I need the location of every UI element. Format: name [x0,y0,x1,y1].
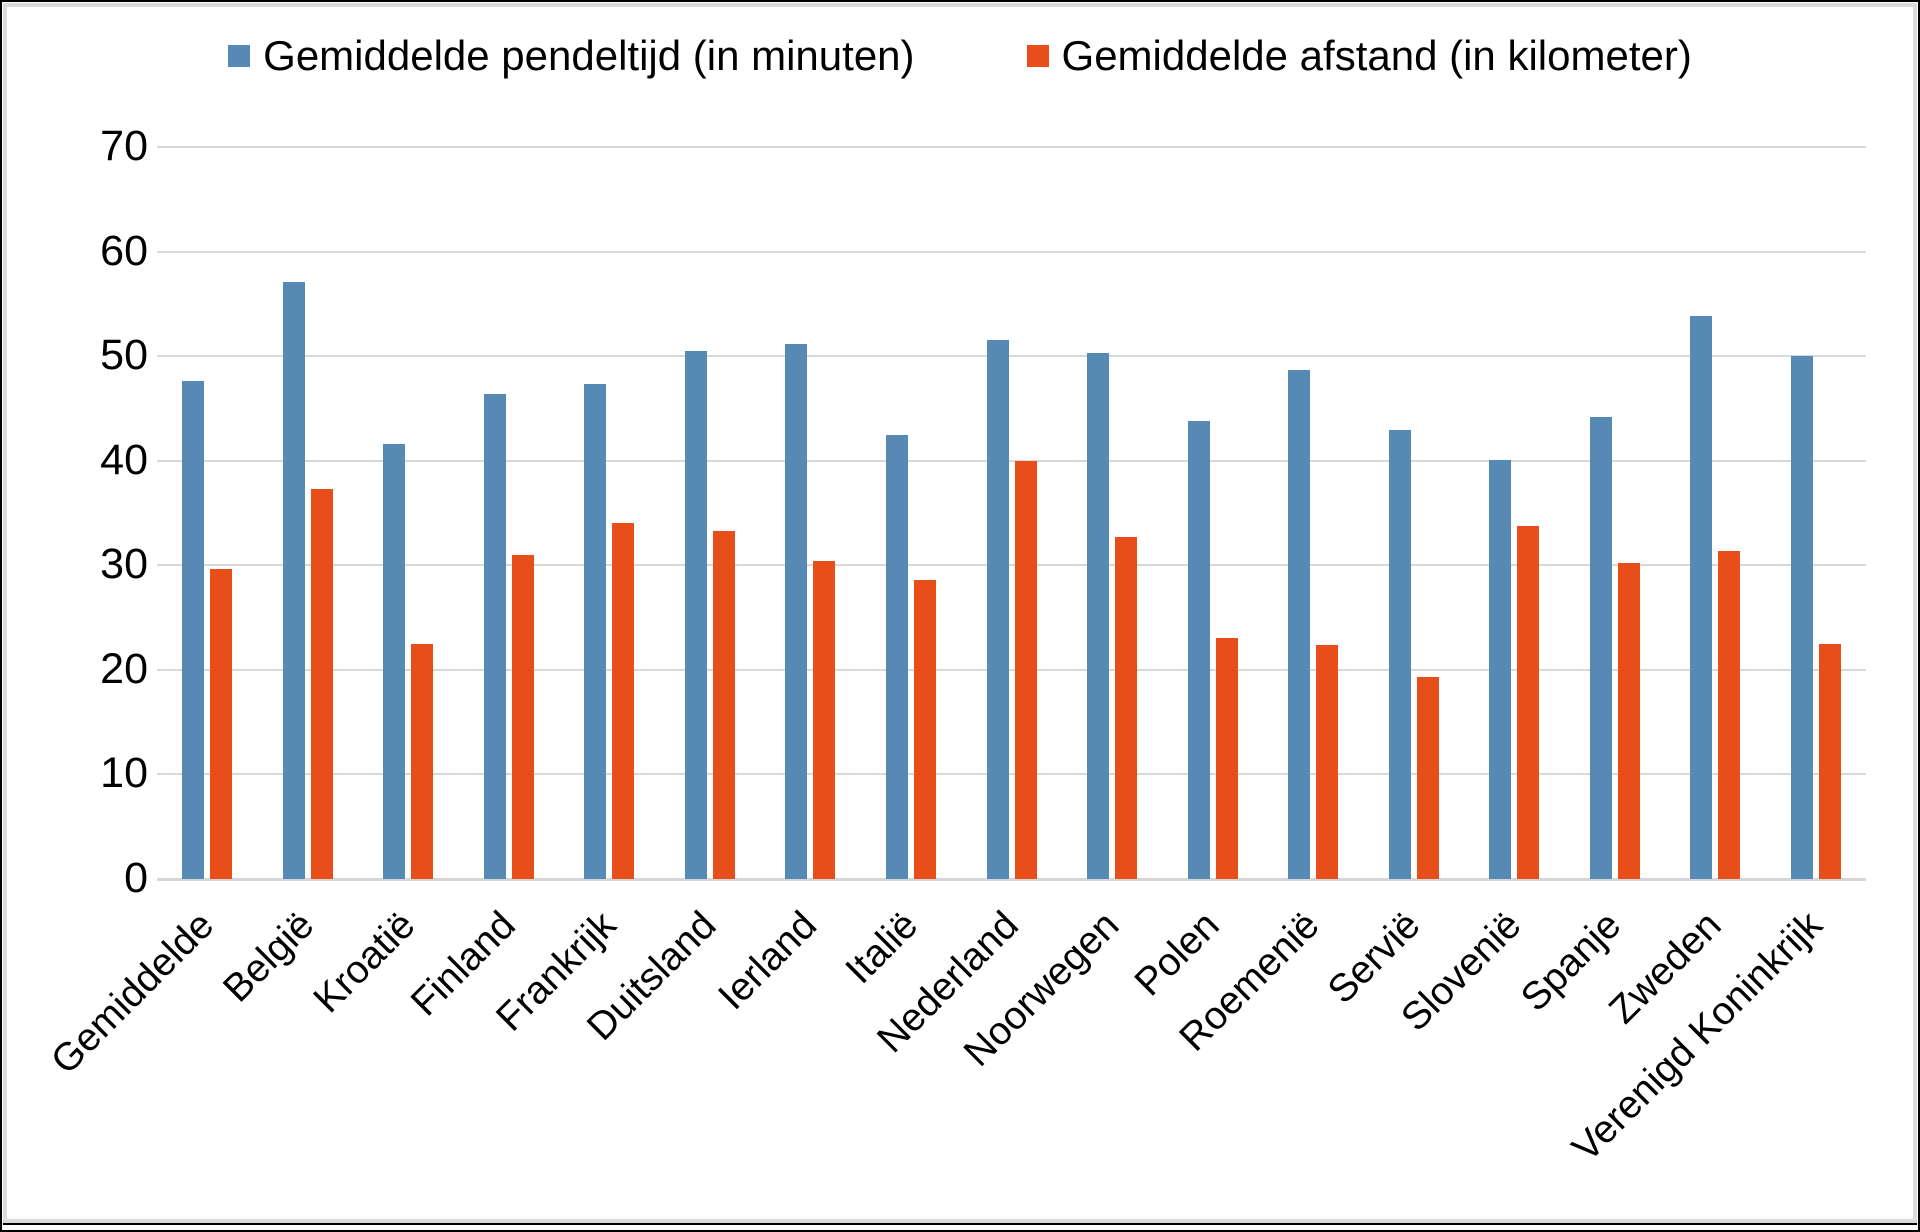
bar-afstand-itali- [914,579,936,879]
bottom-rule [3,1223,1917,1225]
y-axis-tick-10: 10 [100,749,148,798]
bar-pendeltijd-polen [1188,420,1210,879]
gridline-60 [157,250,1866,253]
bar-pendeltijd-belgi- [283,281,305,879]
gridline-50 [157,355,1866,358]
x-axis-label-text: Italië [837,903,926,993]
bar-afstand-roemeni- [1316,644,1338,879]
bar-pendeltijd-ierland [785,343,807,879]
legend-swatch-afstand-icon [1026,45,1049,67]
x-axis-line [157,878,1866,881]
gridline-10 [157,773,1866,776]
bar-afstand-spanje [1618,563,1640,879]
bar-afstand-kroati- [411,643,433,879]
bar-pendeltijd-sloveni- [1489,459,1511,879]
gridline-40 [157,459,1866,462]
legend-item-afstand: Gemiddelde afstand (in kilometer) [1026,30,1692,82]
y-axis-tick-30: 30 [100,540,148,589]
gridline-30 [157,564,1866,567]
bar-pendeltijd-noorwegen [1087,353,1109,879]
bar-afstand-verenigd-koninkrijk [1819,643,1841,879]
bar-pendeltijd-roemeni- [1288,369,1310,879]
legend-label-afstand: Gemiddelde afstand (in kilometer) [1061,32,1692,79]
bar-afstand-zweden [1718,550,1740,879]
legend-item-pendeltijd: Gemiddelde pendeltijd (in minuten) [228,30,915,82]
x-axis-label-text: Ierland [710,903,826,1019]
bar-pendeltijd-finland [484,393,506,879]
bar-afstand-nederland [1015,460,1037,879]
legend-swatch-pendeltijd-icon [228,45,251,67]
bar-afstand-gemiddelde [210,569,232,879]
bar-pendeltijd-servi- [1389,430,1411,879]
y-axis-tick-40: 40 [100,435,148,484]
bar-afstand-belgi- [311,488,333,879]
bar-afstand-polen [1216,638,1238,879]
bar-afstand-finland [512,554,534,879]
bar-afstand-servi- [1417,677,1439,879]
bar-pendeltijd-nederland [987,340,1009,879]
y-axis-tick-60: 60 [100,226,148,275]
x-axis-label-text: België [215,903,323,1011]
bar-pendeltijd-frankrijk [584,384,606,879]
gridline-70 [157,146,1866,148]
chart-legend: Gemiddelde pendeltijd (in minuten) Gemid… [0,30,1920,82]
legend-label-pendeltijd: Gemiddelde pendeltijd (in minuten) [263,32,915,79]
gridline-20 [157,668,1866,671]
bar-afstand-sloveni- [1517,525,1539,879]
bar-afstand-noorwegen [1115,537,1137,879]
y-axis-tick-20: 20 [100,644,148,693]
bar-pendeltijd-duitsland [685,350,707,879]
bar-pendeltijd-itali- [886,434,908,879]
y-axis-tick-50: 50 [100,331,148,380]
bar-pendeltijd-verenigd-koninkrijk [1791,356,1813,879]
bar-pendeltijd-zweden [1690,316,1712,879]
bar-pendeltijd-gemiddelde [182,381,204,879]
bar-afstand-duitsland [713,530,735,879]
y-axis-tick-0: 0 [124,854,148,902]
bar-pendeltijd-kroati- [383,443,405,879]
x-axis-label-text: Kroatië [305,903,424,1022]
y-axis-tick-70: 70 [100,122,148,170]
bar-pendeltijd-spanje [1590,416,1612,879]
bar-afstand-frankrijk [612,523,634,879]
bar-afstand-ierland [813,561,835,879]
x-axis-label-text: Gemiddelde [42,903,223,1083]
